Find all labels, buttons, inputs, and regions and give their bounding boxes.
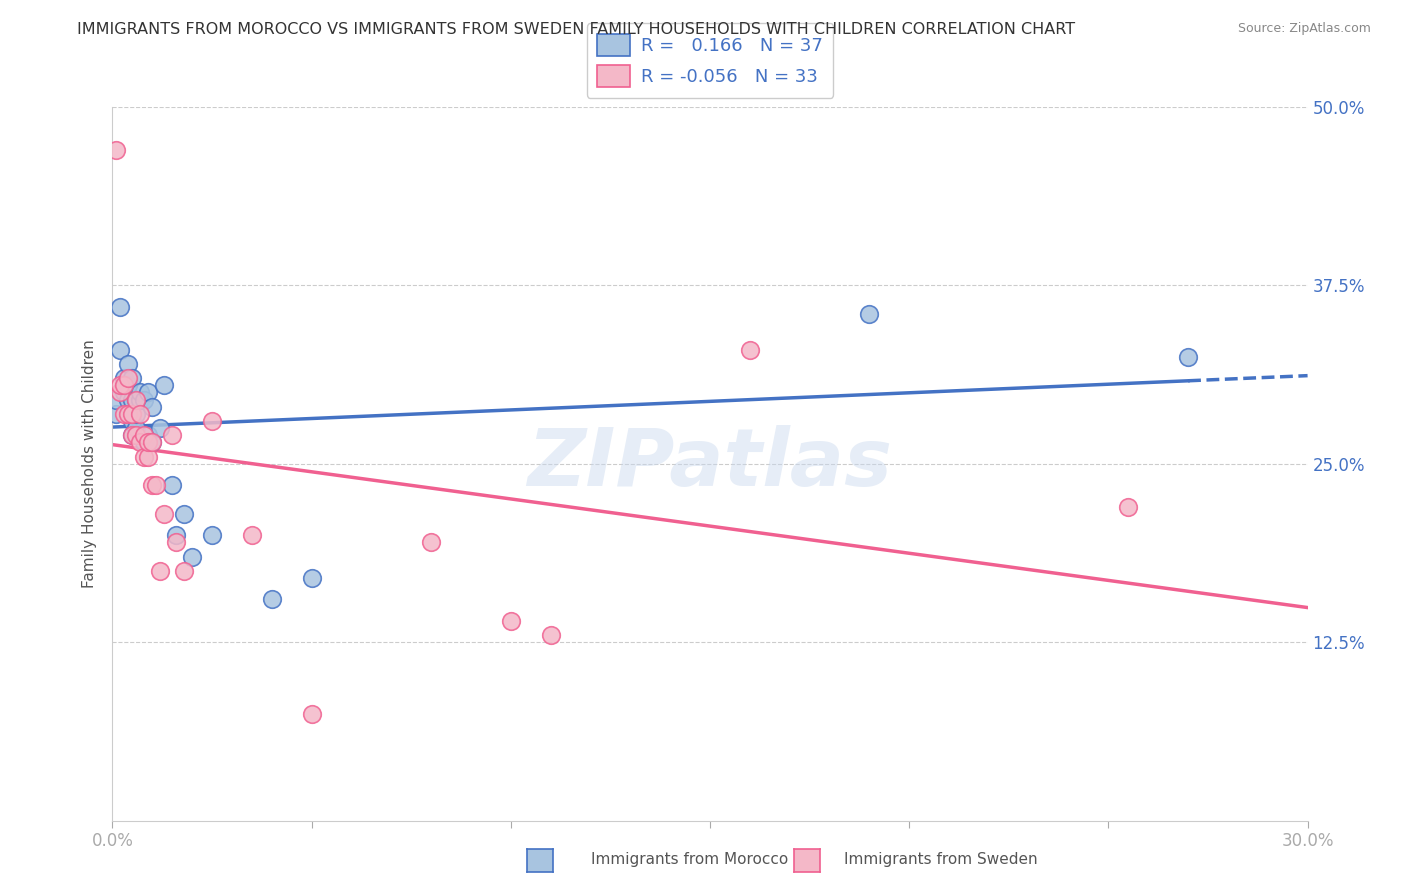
Point: [117, 392, 139, 407]
Point: [125, 392, 148, 407]
Text: Immigrants from Morocco: Immigrants from Morocco: [591, 852, 787, 867]
Point: [114, 371, 135, 385]
Text: Immigrants from Sweden: Immigrants from Sweden: [844, 852, 1038, 867]
Point: [134, 428, 156, 442]
Point: [110, 378, 132, 392]
Point: [499, 614, 522, 628]
Point: [201, 528, 224, 542]
Text: ZIPatlas: ZIPatlas: [527, 425, 893, 503]
Point: [121, 428, 143, 442]
Point: [301, 706, 323, 721]
Point: [162, 478, 183, 492]
Text: Source: ZipAtlas.com: Source: ZipAtlas.com: [1237, 22, 1371, 36]
Point: [105, 143, 128, 157]
Point: [129, 435, 152, 450]
Point: [125, 392, 148, 407]
Point: [181, 549, 204, 564]
Y-axis label: Family Households with Children: Family Households with Children: [82, 340, 97, 588]
Point: [121, 407, 143, 421]
Point: [117, 357, 139, 371]
Point: [201, 414, 224, 428]
Point: [125, 428, 148, 442]
Point: [129, 385, 152, 400]
Point: [105, 407, 128, 421]
Point: [145, 478, 167, 492]
Point: [149, 421, 172, 435]
Point: [540, 628, 562, 642]
Point: [162, 428, 183, 442]
Point: [134, 392, 156, 407]
Point: [117, 407, 139, 421]
Point: [121, 428, 143, 442]
Point: [117, 378, 139, 392]
Point: [173, 507, 195, 521]
Point: [260, 592, 283, 607]
Text: IMMIGRANTS FROM MOROCCO VS IMMIGRANTS FROM SWEDEN FAMILY HOUSEHOLDS WITH CHILDRE: IMMIGRANTS FROM MOROCCO VS IMMIGRANTS FR…: [77, 22, 1076, 37]
Point: [117, 371, 139, 385]
Point: [420, 535, 443, 549]
Point: [125, 407, 148, 421]
Point: [134, 450, 156, 464]
Legend: R =   0.166   N = 37, R = -0.056   N = 33: R = 0.166 N = 37, R = -0.056 N = 33: [586, 23, 834, 98]
Point: [114, 378, 135, 392]
Point: [165, 535, 187, 549]
Point: [149, 564, 172, 578]
Point: [138, 385, 160, 400]
Point: [153, 507, 176, 521]
Point: [110, 343, 132, 357]
Point: [110, 300, 132, 314]
Point: [173, 564, 195, 578]
Point: [134, 435, 156, 450]
Point: [138, 435, 160, 450]
Point: [121, 392, 143, 407]
Point: [1118, 500, 1140, 514]
Point: [858, 307, 880, 321]
Point: [114, 378, 135, 392]
Point: [141, 435, 163, 450]
Point: [121, 414, 143, 428]
Point: [141, 400, 163, 414]
Point: [1177, 350, 1199, 364]
Point: [121, 371, 143, 385]
Point: [141, 435, 163, 450]
Point: [138, 428, 160, 442]
Point: [138, 450, 160, 464]
Point: [129, 407, 152, 421]
Point: [738, 343, 761, 357]
Point: [110, 385, 132, 400]
Point: [105, 392, 128, 407]
Point: [301, 571, 323, 585]
Point: [114, 407, 135, 421]
Point: [129, 392, 152, 407]
Point: [117, 407, 139, 421]
Point: [125, 421, 148, 435]
Point: [114, 385, 135, 400]
Point: [141, 478, 163, 492]
Point: [153, 378, 176, 392]
Point: [240, 528, 263, 542]
Point: [165, 528, 187, 542]
